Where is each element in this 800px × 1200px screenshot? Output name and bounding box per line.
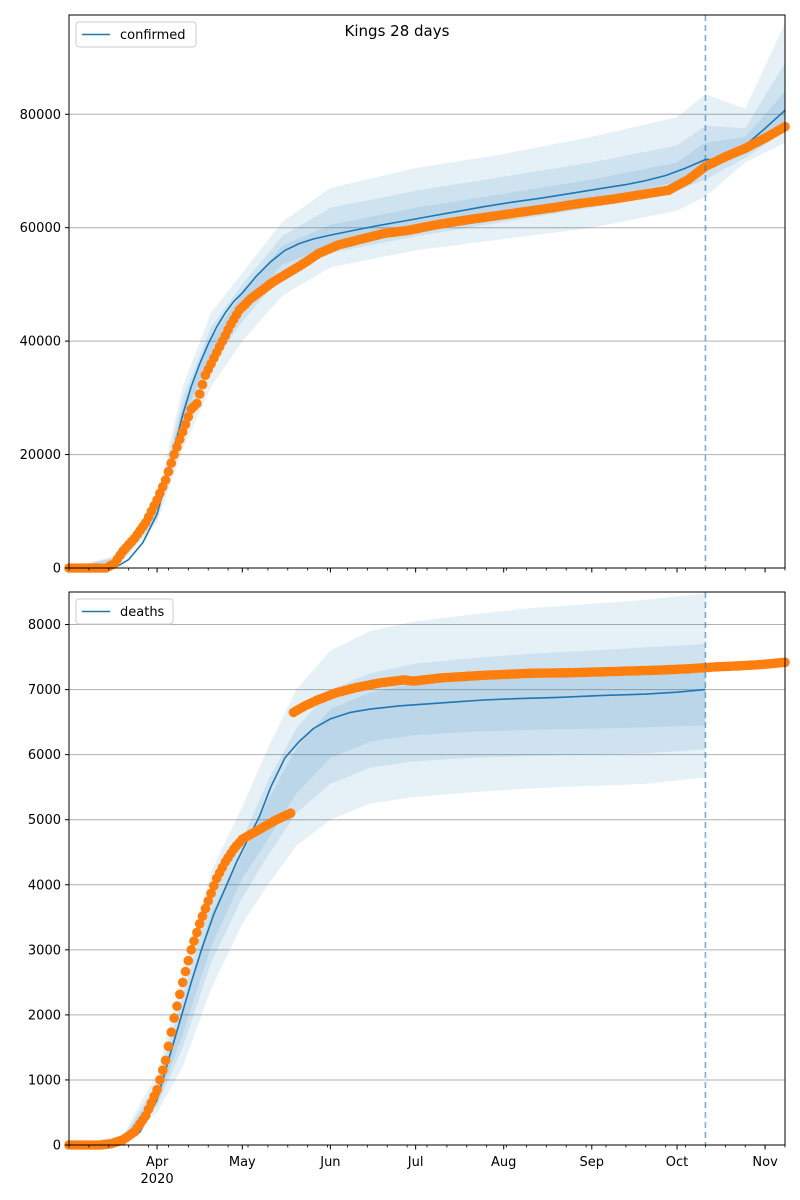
confirmed-observed-point: [175, 434, 185, 445]
deaths-ytick-label: 6000: [28, 748, 61, 763]
confirmed-ytick-label: 0: [53, 562, 61, 577]
deaths-observed-point: [163, 1041, 174, 1052]
deaths-observed-point: [194, 919, 205, 929]
deaths-observed-point: [155, 1075, 165, 1085]
confirmed-observed-point: [166, 458, 177, 468]
confirmed-ytick-label: 20000: [20, 448, 61, 463]
deaths-ytick-label: 0: [53, 1139, 61, 1154]
confirmed-observed-point: [197, 379, 208, 390]
deaths-observed-point: [200, 903, 211, 914]
confirmed-observed-point: [169, 449, 179, 460]
deaths-observed-point: [285, 808, 296, 818]
deaths-ytick-label: 5000: [28, 813, 61, 828]
xtick-label: Oct: [666, 1155, 688, 1170]
confirmed-observed-point: [180, 419, 191, 430]
confirmed-uncertainty-band: [69, 91, 785, 568]
deaths-observed-point: [169, 1013, 179, 1023]
deaths-uncertainty-band: [69, 593, 706, 1145]
deaths-ytick-label: 7000: [28, 683, 61, 698]
deaths-observed-point: [203, 896, 213, 906]
deaths-observed-point: [180, 966, 191, 977]
deaths-observed-point: [206, 888, 216, 899]
confirmed-observed-point: [192, 398, 202, 409]
deaths-observed-point: [183, 955, 194, 966]
xtick-label: Apr: [146, 1155, 169, 1170]
confirmed-legend-box: [75, 21, 197, 48]
deaths-observed-point: [175, 989, 185, 1000]
confirmed-observed-point: [194, 389, 205, 399]
xtick-label: May: [229, 1155, 256, 1170]
deaths-ytick-label: 2000: [28, 1008, 61, 1023]
deaths-observed-point: [166, 1027, 177, 1037]
confirmed-panel: 0 20000 40000 60000 80000 confirmed: [20, 14, 790, 577]
confirmed-ytick-label: 80000: [20, 108, 61, 123]
xtick-label: Jul: [407, 1155, 424, 1170]
deaths-ytick-label: 1000: [28, 1073, 61, 1088]
deaths-observed-point: [209, 881, 219, 891]
deaths-legend-label: deaths: [120, 605, 165, 620]
deaths-observed-point: [177, 977, 188, 988]
deaths-ytick-label: 4000: [28, 878, 61, 893]
deaths-uncertainty-band: [69, 663, 706, 1145]
confirmed-legend-label: confirmed: [120, 28, 186, 43]
deaths-observed-point: [172, 1001, 182, 1011]
confirmed-observed-point: [183, 412, 194, 422]
confirmed-uncertainty-band: [69, 23, 785, 568]
confirmed-observed-point: [172, 442, 182, 452]
deaths-ytick-label: 8000: [28, 618, 61, 633]
confirmed-observed-point: [177, 427, 188, 437]
xtick-label: Nov: [752, 1155, 778, 1170]
confirmed-ytick-label: 60000: [20, 221, 61, 236]
confirmed-uncertainty-band: [69, 63, 785, 568]
chart-title: Kings 28 days: [345, 22, 450, 40]
deaths-observed-point: [152, 1084, 162, 1095]
xtick-year-label: 2020: [141, 1172, 174, 1187]
deaths-observed-point: [189, 936, 199, 946]
deaths-observed-point: [197, 911, 208, 921]
xtick-label: Aug: [491, 1155, 516, 1170]
deaths-panel: 0 1000 2000 3000 4000 5000 6000 7000 8000 Apr 2020…: [28, 591, 790, 1187]
deaths-observed-point: [186, 945, 196, 955]
deaths-ytick-label: 3000: [28, 943, 61, 958]
deaths-legend-box: [75, 598, 174, 625]
deaths-observed-point: [158, 1065, 168, 1075]
confirmed-observed-point: [160, 475, 171, 485]
confirmed-axes-frame: [68, 14, 786, 569]
deaths-observed-point: [160, 1055, 171, 1066]
xtick-label: Sep: [580, 1155, 605, 1170]
confirmed-observed-point: [163, 466, 174, 477]
xtick-label: Jun: [319, 1155, 340, 1170]
confirmed-ytick-label: 40000: [20, 335, 61, 350]
deaths-observed-point: [192, 927, 202, 938]
